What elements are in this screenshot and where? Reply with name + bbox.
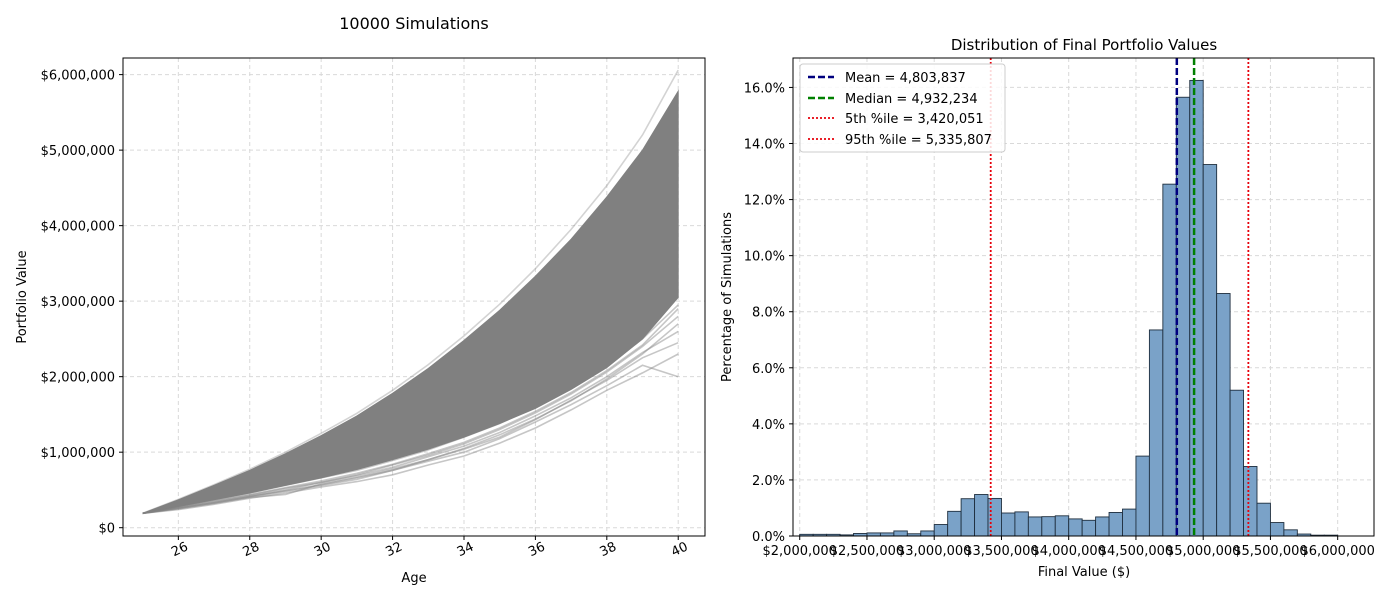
hist-y-axis-label: Percentage of Simulations (720, 212, 735, 382)
sim-xtick-label: 34 (455, 540, 476, 561)
hist-bar (974, 494, 989, 537)
sim-ytick-label: $2,000,000 (41, 371, 115, 386)
hist-bar (920, 530, 935, 537)
hist-bar (1027, 516, 1043, 537)
sim-line-sim-high-outlier (142, 69, 679, 515)
hist-yticks: 0.0% 2.0% 4.0% 6.0% 8.0% 10.0% 12.0% 14.0% 16.0% (744, 81, 793, 545)
sim-yticks: $0 $1,000,000 $2,000,000 $3,000,000 $4,000,0… (41, 69, 123, 537)
hist-ytick-label: 2.0% (752, 474, 785, 489)
hist-x-axis-label: Final Value ($) (1038, 565, 1130, 580)
hist-xtick-label: $4,500,000 (1099, 544, 1173, 559)
hist-bar (1189, 79, 1204, 537)
hist-xtick-label: $4,000,000 (1031, 544, 1105, 559)
sim-line-sim-low-2 (142, 353, 679, 515)
hist-bar (1054, 515, 1070, 537)
legend-mean-label: Mean = 4,803,837 (845, 71, 966, 86)
hist-xtick-label: $2,000,000 (763, 544, 837, 559)
sim-ytick-label: $5,000,000 (41, 144, 115, 159)
sim-xtick-label: 28 (241, 540, 262, 561)
hist-bar (1095, 516, 1110, 537)
sim-xtick-label: 26 (169, 540, 190, 561)
hist-bar (1202, 164, 1218, 537)
hist-ytick-label: 14.0% (744, 138, 785, 153)
hist-bar (1108, 512, 1123, 537)
hist-xtick-label: $5,000,000 (1166, 544, 1240, 559)
hist-grid (793, 58, 1374, 537)
hist-bar (1283, 529, 1298, 537)
hist-bar (1243, 466, 1258, 537)
sim-y-axis-label: Portfolio Value (15, 250, 30, 343)
hist-ytick-label: 0.0% (752, 530, 785, 545)
hist-bar (1122, 508, 1137, 537)
hist-ytick-label: 6.0% (752, 362, 785, 377)
sim-xtick-label: 36 (526, 540, 547, 561)
hist-bar (933, 524, 949, 537)
legend-box (799, 63, 1006, 153)
sim-line-sim-low-5 (142, 315, 679, 515)
hist-xtick-label: $2,500,000 (830, 544, 904, 559)
hist-ytick-label: 8.0% (752, 306, 785, 321)
hist-bar (1068, 518, 1083, 537)
hist-xtick-label: $5,500,000 (1233, 544, 1307, 559)
hist-bar (1014, 511, 1029, 537)
sim-line-sim-low-7 (142, 323, 679, 515)
hist-bar (1229, 389, 1244, 537)
sim-line-sim-low-3 (142, 330, 679, 515)
hist-ytick-label: 16.0% (744, 81, 785, 96)
hist-bar (1256, 502, 1271, 537)
legend-p95-label: 95th %ile = 5,335,807 (845, 133, 992, 148)
hist-ytick-label: 12.0% (744, 194, 785, 209)
hist-xtick-label: $3,000,000 (897, 544, 971, 559)
hist-xticks: $2,000,000$2,500,000$3,000,000$3,500,000… (763, 536, 1375, 559)
hist-bar (1162, 183, 1177, 537)
sim-line-sim-low-8 (142, 304, 679, 515)
hist-xtick-label: $6,000,000 (1300, 544, 1374, 559)
hist-bar (1081, 519, 1097, 537)
sim-xtick-label: 30 (312, 540, 333, 561)
hist-ytick-label: 4.0% (752, 418, 785, 433)
simulations-chart: 26 28 30 32 34 36 38 40 $0$1,000,000$2,000,000$… (15, 57, 706, 586)
sim-axes-frame (122, 57, 706, 537)
sim-xtick-label: 40 (669, 540, 690, 561)
sim-line-sim-low-1 (142, 364, 679, 515)
hist-bar (1148, 329, 1164, 537)
hist-bar (960, 498, 976, 537)
legend-p5-label: 5th %ile = 3,420,051 (845, 112, 984, 127)
hist-title: Distribution of Final Portfolio Values (951, 36, 1218, 54)
hist-axes-frame (792, 57, 1375, 537)
sim-line-sim-low-4 (142, 341, 679, 515)
sim-band (142, 89, 679, 514)
histogram-chart: Distribution of Final Portfolio Values $… (720, 36, 1375, 580)
hist-bar (947, 510, 962, 537)
sim-lines (142, 69, 679, 515)
hist-bar (1175, 96, 1191, 537)
sim-ytick-label: $0 (98, 522, 115, 537)
sim-ytick-label: $1,000,000 (41, 446, 115, 461)
hist-bar (1269, 522, 1285, 537)
sim-xtick-label: 32 (383, 540, 404, 561)
sim-x-axis-label: Age (401, 571, 426, 586)
hist-bar (1135, 455, 1150, 537)
sim-xticks: 26 28 30 32 34 36 38 40 (169, 536, 690, 560)
hist-ytick-label: 10.0% (744, 250, 785, 265)
sim-ytick-label: $6,000,000 (41, 69, 115, 84)
hist-bar (1001, 512, 1016, 537)
sim-xtick-label: 38 (598, 540, 619, 561)
legend-median-label: Median = 4,932,234 (845, 92, 978, 107)
hist-bar (1216, 293, 1231, 537)
figure-suptitle: 10000 Simulations (339, 14, 489, 33)
sim-ytick-label: $3,000,000 (41, 295, 115, 310)
hist-legend: Mean = 4,803,837 Median = 4,932,234 5th … (799, 63, 1006, 153)
hist-bar (1041, 516, 1056, 537)
sim-line-sim-low-6 (142, 308, 679, 515)
hist-xtick-label: $3,500,000 (964, 544, 1038, 559)
sim-ytick-label: $4,000,000 (41, 220, 115, 235)
hist-bar (893, 530, 908, 537)
